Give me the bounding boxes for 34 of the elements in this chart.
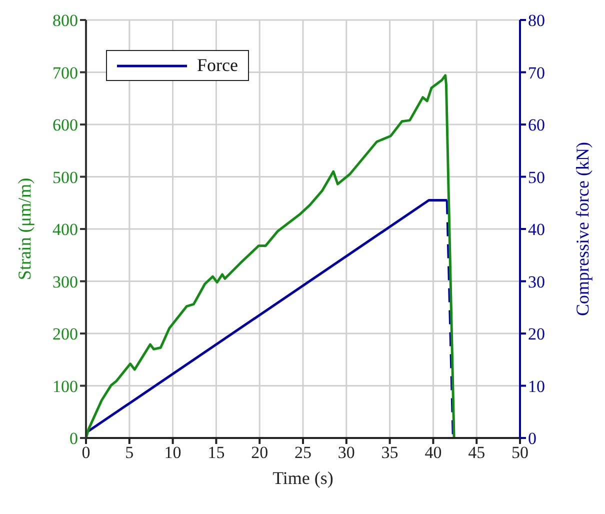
legend-label: Force [197, 55, 238, 76]
y-tick-label: 500 [52, 168, 78, 187]
y-tick-label: 700 [52, 63, 78, 82]
y2-tick-label: 80 [528, 11, 545, 30]
y-tick-label: 400 [52, 220, 78, 240]
x-tick-label: 40 [424, 443, 442, 462]
y2-tick-label: 0 [528, 429, 536, 448]
y2-tick-label: 60 [528, 116, 545, 135]
x-tick-label: 0 [82, 443, 90, 462]
y2-tick-label: 50 [528, 168, 545, 187]
y2-axis-title: Compressive force (kN) [572, 142, 592, 316]
x-tick-label: 20 [251, 443, 268, 462]
y2-tick-label: 70 [528, 63, 545, 82]
y2-tick-label: 10 [528, 376, 545, 396]
x-tick-label: 30 [338, 443, 355, 462]
x-tick-label: 45 [468, 443, 486, 462]
x-tick-label: 10 [164, 443, 182, 462]
y-tick-label: 600 [52, 116, 78, 135]
y-tick-label: 200 [52, 324, 78, 344]
y2-tick-label: 40 [528, 220, 545, 240]
x-axis-title: Time (s) [272, 468, 334, 488]
y-tick-label: 100 [52, 376, 78, 396]
x-tick-label: 15 [208, 443, 225, 462]
y-tick-label: 300 [52, 272, 78, 292]
y2-tick-label: 20 [528, 324, 545, 344]
y-axis-title: Strain (μm/m) [14, 178, 34, 280]
y-tick-label: 800 [52, 11, 78, 30]
y-tick-label: 0 [70, 429, 78, 448]
line-series [86, 74, 456, 438]
x-tick-label: 35 [381, 443, 398, 462]
x-tick-label: 50 [512, 443, 528, 462]
x-tick-label: 25 [294, 443, 312, 462]
y2-tick-label: 30 [528, 272, 545, 292]
x-tick-label: 5 [125, 443, 134, 462]
